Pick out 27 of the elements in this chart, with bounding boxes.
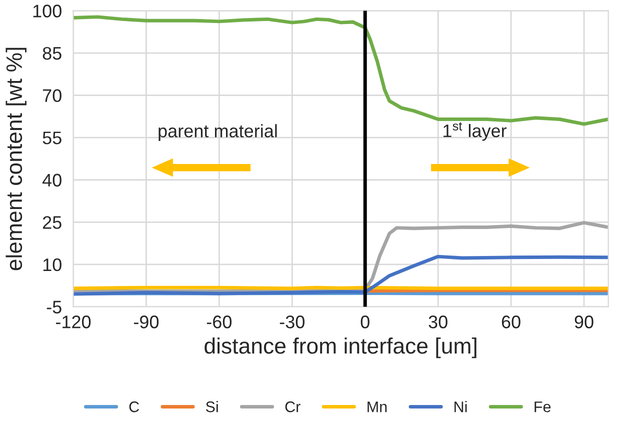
legend-label: C [129, 401, 139, 412]
x-tick-label: 60 [502, 316, 520, 328]
x-axis-title: distance from interface [um] [204, 337, 476, 358]
line-series [73, 254, 608, 296]
y-tick-label: 70 [42, 89, 62, 102]
y-tick-label: 85 [42, 46, 62, 60]
annotation: 1$^{st}$ layer [444, 122, 507, 141]
y-tick-label: 55 [42, 132, 62, 144]
x-tick-label: -30 [280, 316, 304, 328]
legend-label: Si [206, 401, 218, 412]
legend-label: Ni [454, 401, 467, 412]
y-tick-label: -5 [46, 300, 62, 314]
y-tick-label: 25 [42, 216, 62, 229]
legend-label: Mn [368, 402, 387, 412]
x-tick-label: -120 [56, 316, 91, 328]
legend-label: Fe [534, 402, 551, 412]
x-tick-label: 90 [574, 316, 594, 328]
x-tick-label: 30 [428, 316, 448, 328]
y-tick-label: 40 [42, 174, 62, 187]
x-tick-label: 0 [360, 316, 370, 328]
legend-label: Cr [285, 401, 300, 412]
annotation: parent material [158, 124, 277, 141]
y-axis-title: element content [wt %] [6, 48, 26, 270]
y-tick-label: 10 [43, 258, 62, 272]
y-tick-label: 100 [33, 4, 62, 18]
x-tick-label: -60 [206, 316, 232, 328]
x-tick-label: -90 [134, 316, 159, 328]
